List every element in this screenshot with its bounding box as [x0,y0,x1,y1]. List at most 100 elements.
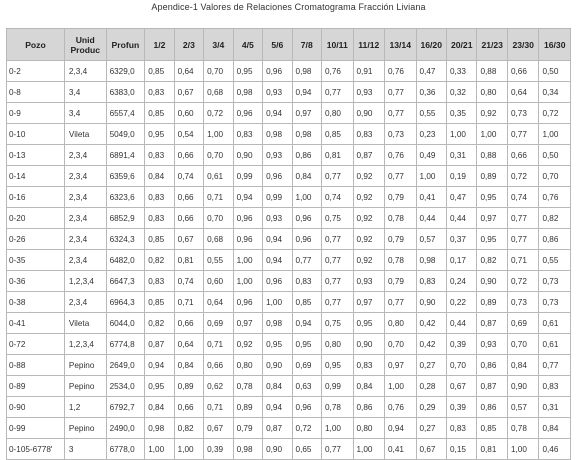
ratio-cell: 0,92 [352,207,385,229]
ratio-cell: 0,97 [476,207,508,229]
ratio-cell: 0,89 [173,375,205,397]
depth-cell: 6792,7 [105,396,146,418]
depth-cell: 6482,0 [105,249,146,271]
ratio-cell: 0,35 [445,102,478,124]
ratio-cell: 0,93 [352,270,385,292]
ratio-cell: 0,82 [173,417,205,439]
ratio-cell: 0,98 [291,60,323,82]
ratio-cell: 0,96 [291,396,323,418]
ratio-cell: 0,86 [291,144,323,166]
depth-cell: 5049,0 [105,123,146,145]
ratio-cell: 0,96 [262,165,293,187]
depth-cell: 2649,0 [105,354,146,376]
well-cell: 0-2 [6,60,65,82]
well-cell: 0-105-6778' [6,438,65,460]
ratio-cell: 0,85 [476,417,508,439]
table-row: 0-41 Vileta 6044,0 0,82 0,66 0,69 0,97 0,98 0,94… [6,312,571,334]
ratio-cell: 0,79 [232,417,264,439]
ratio-cell: 0,80 [321,333,354,355]
ratio-cell: 0,71 [203,333,234,355]
depth-cell: 2534,0 [105,375,146,397]
ratio-cell: 0,54 [173,123,205,145]
ratio-cell: 0,70 [506,333,540,355]
ratio-cell: 0,67 [445,375,478,397]
ratio-cell: 0,83 [415,270,447,292]
ratio-cell: 0,67 [173,228,205,250]
ratio-cell: 0,90 [415,291,447,313]
ratio-cell: 0,24 [445,270,478,292]
column-header: Pozo [6,28,65,61]
ratio-cell: 0,80 [321,102,354,124]
ratio-cell: 0,71 [203,186,234,208]
ratio-cell: 0,75 [321,312,354,334]
ratio-cell: 0,72 [506,165,540,187]
well-cell: 0-99 [6,417,65,439]
ratio-cell: 0,87 [476,312,508,334]
ratio-cell: 0,95 [232,60,264,82]
header-row: Pozo Unid Produc Profun 1/2 2/3 3/4 4/5 5/6 7/8 1… [6,28,571,61]
table-row: 0-90 1,2 6792,7 0,84 0,66 0,71 0,89 0,94 0,96 0,7… [6,396,571,418]
unit-cell: 2,3,4 [63,249,107,271]
ratio-cell: 0,94 [262,102,293,124]
ratio-cell: 1,00 [384,375,417,397]
ratio-cell: 0,23 [415,123,447,145]
column-header: 16/20 [415,28,447,61]
ratio-cell: 0,85 [144,228,175,250]
column-header: 1/2 [144,28,175,61]
table-caption: Apendice-1 Valores de Relaciones Cromato… [151,2,426,12]
ratio-cell: 0,81 [173,249,205,271]
ratio-cell: 0,78 [506,417,540,439]
ratio-cell: 0,60 [203,270,234,292]
ratio-cell: 0,95 [144,123,175,145]
ratio-cell: 0,92 [352,228,385,250]
ratio-cell: 1,00 [144,438,175,460]
well-cell: 0-26 [6,228,65,250]
ratio-cell: 0,96 [262,270,293,292]
ratio-cell: 0,86 [476,396,508,418]
ratio-cell: 0,98 [262,123,293,145]
ratio-cell: 0,96 [232,291,264,313]
ratio-cell: 0,81 [321,144,354,166]
ratio-cell: 0,83 [144,186,175,208]
ratio-cell: 0,94 [232,186,264,208]
ratio-cell: 0,68 [203,228,234,250]
ratio-cell: 0,84 [173,354,205,376]
well-cell: 0-41 [6,312,65,334]
ratio-cell: 0,85 [144,60,175,82]
well-cell: 0-72 [6,333,65,355]
ratio-cell: 0,44 [445,312,478,334]
ratio-cell: 0,70 [203,60,234,82]
ratio-cell: 0,77 [506,123,540,145]
ratio-cell: 0,83 [291,270,323,292]
ratio-cell: 1,00 [232,249,264,271]
ratio-cell: 0,71 [203,396,234,418]
ratio-cell: 0,97 [384,354,417,376]
ratio-cell: 1,00 [173,438,205,460]
ratio-cell: 0,36 [415,81,447,103]
unit-cell: 2,3,4 [63,60,107,82]
ratio-cell: 0,22 [445,291,478,313]
column-header: 5/6 [262,28,293,61]
ratio-cell: 0,63 [291,375,323,397]
well-cell: 0-89 [6,375,65,397]
ratio-cell: 0,74 [173,165,205,187]
table-row: 0-2 2,3,4 6329,0 0,85 0,64 0,70 0,95 0,96 0,98 0,… [6,60,571,82]
ratio-cell: 0,90 [232,144,264,166]
ratio-cell: 0,67 [415,438,447,460]
ratio-cell: 0,77 [321,270,354,292]
depth-cell: 6329,0 [105,60,146,82]
ratio-cell: 0,83 [232,123,264,145]
ratio-cell: 0,83 [352,354,385,376]
well-cell: 0-90 [6,396,65,418]
ratio-cell: 0,80 [384,312,417,334]
column-header: 11/12 [352,28,385,61]
table-row: 0-105-6778' 3 6778,0 1,00 1,00 0,39 0,98 0,90 0,… [6,438,571,460]
ratio-cell: 0,69 [506,312,540,334]
ratio-cell: 0,83 [352,123,385,145]
ratio-cell: 0,96 [291,207,323,229]
ratio-cell: 0,87 [144,333,175,355]
ratio-cell: 0,66 [173,186,205,208]
ratio-cell: 0,95 [476,228,508,250]
table-row: 0-72 1,2,3,4 6774,8 0,87 0,64 0,71 0,92 0,95 0,9… [6,333,571,355]
table-row: 0-14 2,3,4 6359,6 0,84 0,74 0,61 0,99 0,96 0,84 0… [6,165,571,187]
